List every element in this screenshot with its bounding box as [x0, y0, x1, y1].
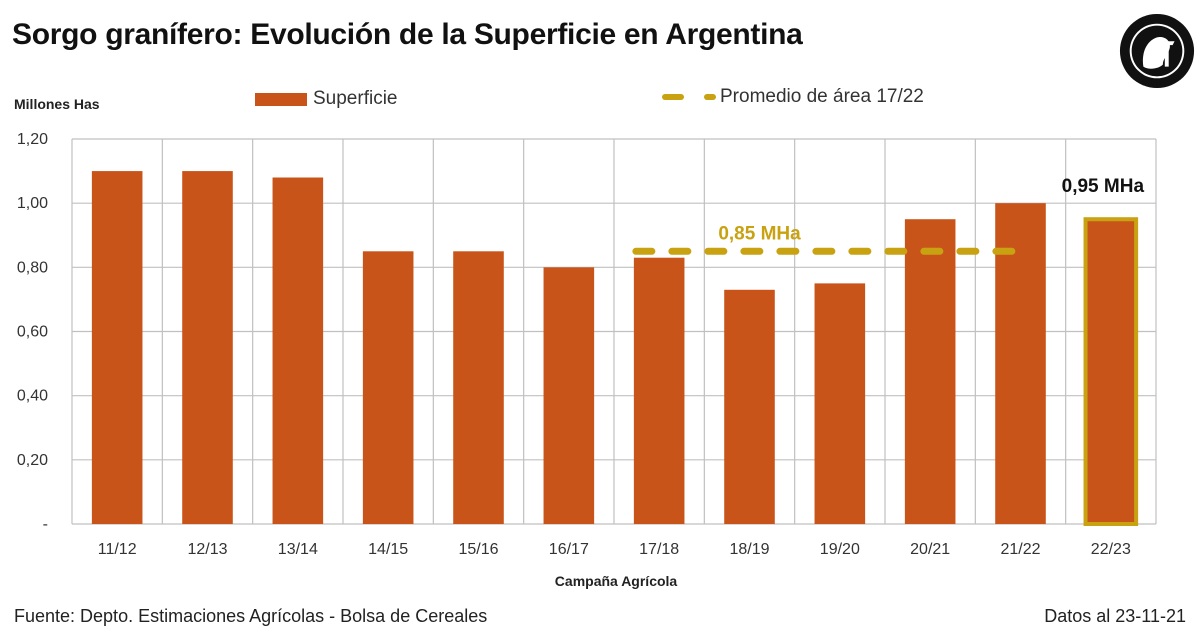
- legend-item-superficie: Superficie: [255, 88, 398, 110]
- x-tick-label: 19/20: [820, 541, 860, 558]
- x-tick-label: 12/13: [187, 541, 227, 558]
- x-tick-label: 18/19: [729, 541, 769, 558]
- legend-swatch-dashed-line: [662, 94, 716, 100]
- legend-label-promedio: Promedio de área 17/22: [720, 86, 924, 107]
- average-value-label: 0,85 MHa: [718, 223, 801, 244]
- bar: [272, 177, 324, 524]
- x-tick-label: 20/21: [910, 541, 950, 558]
- bar: [182, 171, 233, 525]
- x-tick-label: 11/12: [98, 541, 137, 558]
- bar-highlighted: [1083, 217, 1139, 526]
- y-tick-label: 1,20: [17, 131, 48, 148]
- x-tick-label: 15/16: [458, 541, 498, 558]
- data-date: Datos al 23-11-21: [1044, 606, 1186, 626]
- y-tick-label: 0,60: [17, 324, 48, 341]
- x-axis-title: Campaña Agrícola: [554, 573, 678, 589]
- bar: [814, 283, 866, 524]
- x-tick-label: 14/15: [368, 541, 408, 558]
- bar: [633, 257, 685, 524]
- x-tick-label: 22/23: [1091, 541, 1131, 558]
- y-tick-label: 0,80: [17, 259, 48, 276]
- bar: [543, 267, 595, 524]
- y-tick-label: 0,40: [17, 388, 48, 405]
- y-axis-title: Millones Has: [14, 96, 100, 112]
- highlight-value-label: 0,95 MHa: [1062, 176, 1145, 197]
- y-tick-label: 0,20: [17, 452, 48, 469]
- chart-title: Sorgo granífero: Evolución de la Superfi…: [12, 18, 803, 51]
- bar: [362, 251, 414, 524]
- x-tick-label: 17/18: [639, 541, 679, 558]
- bar: [904, 219, 956, 525]
- y-tick-label: 1,00: [17, 195, 48, 212]
- x-tick-label: 13/14: [278, 541, 318, 558]
- legend-swatch-bar: [255, 92, 307, 106]
- source-note: Fuente: Depto. Estimaciones Agrícolas - …: [14, 606, 488, 626]
- y-tick-label: -: [43, 516, 48, 533]
- bar: [724, 289, 775, 524]
- bar: [91, 171, 143, 525]
- bar: [453, 251, 504, 524]
- legend-label-superficie: Superficie: [313, 88, 398, 109]
- bolsa-de-cereales-logo-icon: [1119, 13, 1195, 89]
- x-tick-label: 16/17: [549, 541, 589, 558]
- bar: [995, 203, 1046, 524]
- legend-item-promedio: Promedio de área 17/22: [662, 86, 924, 108]
- x-tick-label: 21/22: [1000, 541, 1040, 558]
